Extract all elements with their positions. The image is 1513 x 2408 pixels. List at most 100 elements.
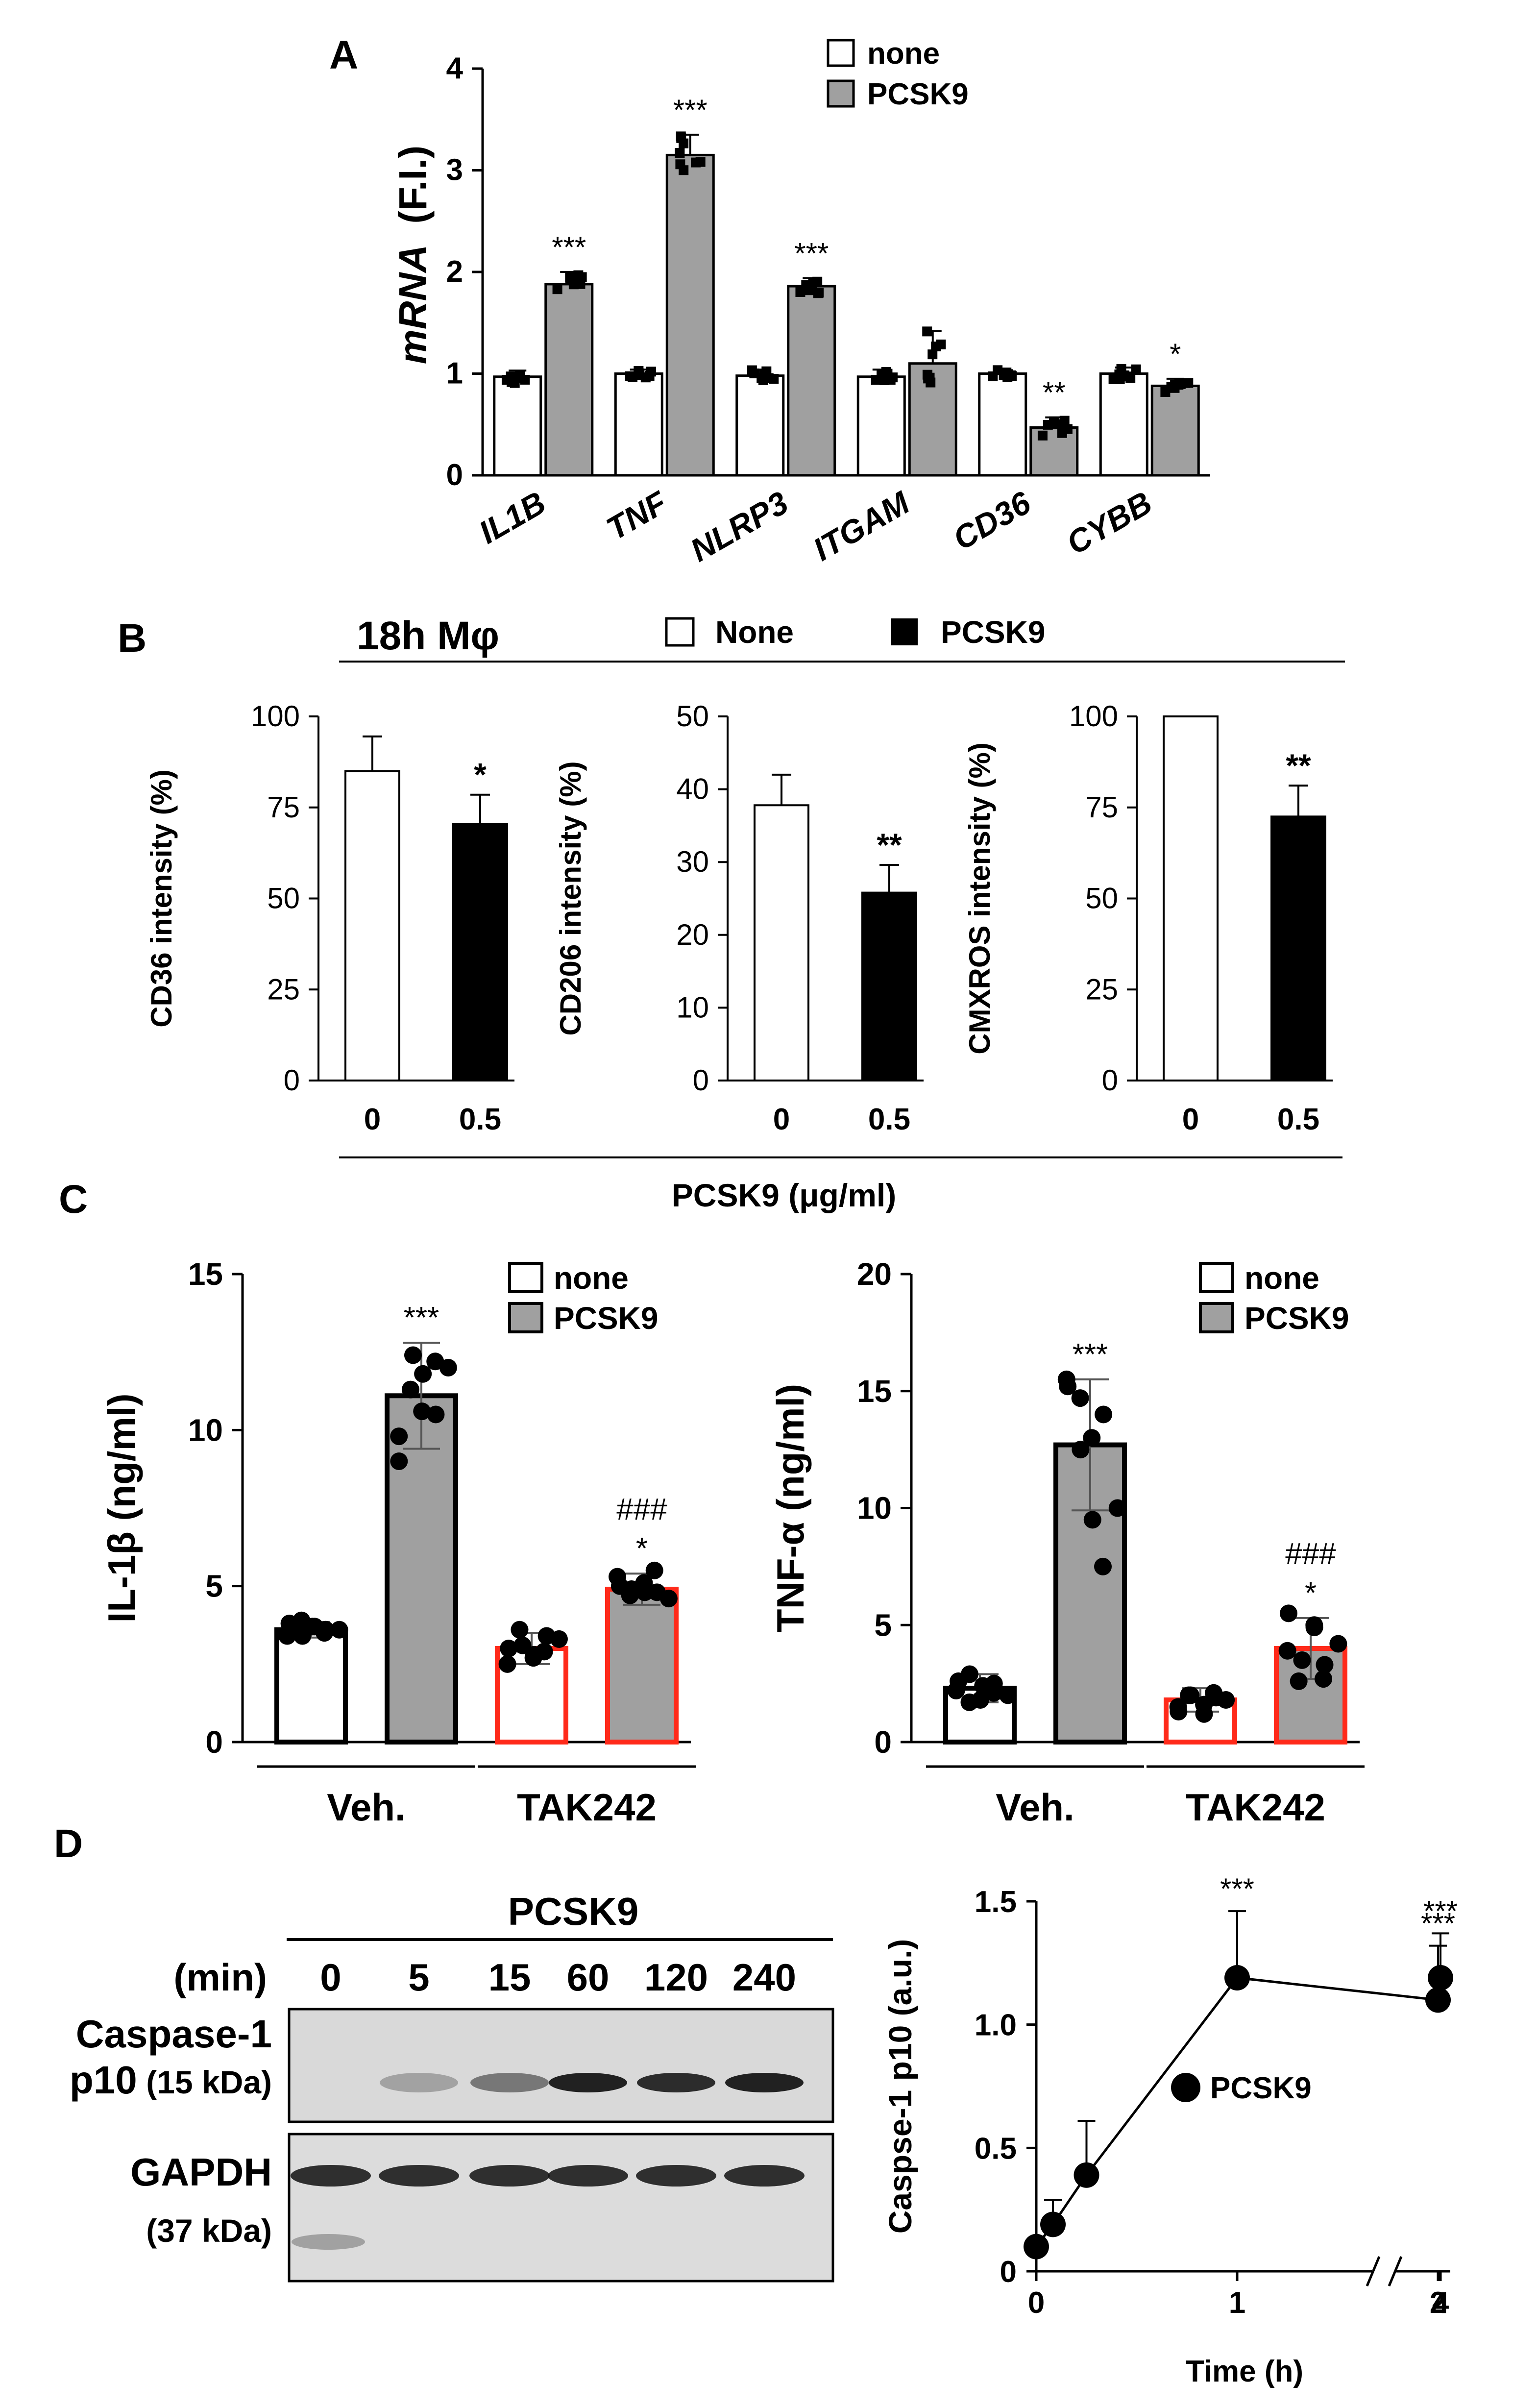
data-point bbox=[280, 1615, 298, 1633]
y-tick-label-c: 0 bbox=[874, 1724, 892, 1760]
lane-label-60: 60 bbox=[567, 1956, 610, 1999]
data-point bbox=[525, 1646, 543, 1664]
significance-star-b: * bbox=[474, 757, 487, 793]
lane-label-5: 5 bbox=[408, 1956, 429, 1999]
x-tick-label-b: 0.5 bbox=[1277, 1103, 1319, 1136]
data-point bbox=[1305, 1616, 1323, 1634]
bar-il1b-pcsk9 bbox=[544, 283, 594, 477]
data-point bbox=[390, 1452, 408, 1470]
axis-break bbox=[1388, 2256, 1403, 2286]
y-tick-label-b: 0 bbox=[1102, 1064, 1118, 1097]
category-label-itgam: ITGAM bbox=[807, 484, 916, 567]
panel-letter-a: A bbox=[329, 33, 358, 77]
western-blot bbox=[288, 2008, 834, 2283]
data-point bbox=[1131, 364, 1141, 374]
data-point bbox=[922, 326, 932, 337]
axis-break bbox=[1366, 2256, 1381, 2286]
panel-d: D PCSK9 (min) 0 5 15 60 120 240 Caspase-1 p10… bbox=[54, 1821, 1458, 2388]
significance-hash-c: ### bbox=[1285, 1537, 1336, 1571]
bar-c-3 bbox=[605, 1587, 679, 1745]
data-point bbox=[1006, 370, 1016, 380]
data-point bbox=[644, 371, 655, 381]
significance-star-c: *** bbox=[404, 1301, 439, 1335]
data-point-pcsk9 bbox=[1040, 2211, 1066, 2237]
legend-label-none: none bbox=[867, 37, 940, 71]
data-point bbox=[985, 1684, 1003, 1702]
x-tick-label-d: 2 bbox=[1430, 2286, 1446, 2320]
data-point bbox=[1180, 378, 1191, 388]
lane-label-0: 0 bbox=[320, 1956, 341, 1999]
x-tick-label-b: 0.5 bbox=[868, 1103, 910, 1136]
legend-label-pcsk9-d: PCSK9 bbox=[1210, 2071, 1312, 2105]
data-point bbox=[390, 1427, 408, 1446]
legend-swatch-none-b bbox=[665, 617, 695, 647]
blot-caspase1-membrane bbox=[288, 2008, 834, 2123]
data-point bbox=[747, 365, 757, 375]
panel-d-timecourse: 0 0.5 1.0 1.5 0 1 24 Caspse-1 p10 (a.u.) Time (h… bbox=[882, 1872, 1458, 2388]
data-point bbox=[1108, 1499, 1126, 1517]
category-label-cybb: CYBB bbox=[1060, 484, 1158, 562]
data-point-pcsk9 bbox=[1024, 2234, 1049, 2260]
y-tick-label-b: 50 bbox=[267, 882, 300, 915]
data-point bbox=[877, 369, 887, 380]
data-point bbox=[575, 279, 586, 289]
panel-a-ylabel: mRNA (F.I.) bbox=[391, 146, 435, 365]
panel-b: B 18h Mφ None PCSK9 PCSK9 (μg/ml) 0 25 50 7… bbox=[118, 614, 1345, 1213]
y-tick-label-b: 10 bbox=[676, 991, 709, 1024]
data-point bbox=[675, 147, 685, 158]
data-point bbox=[1083, 1511, 1101, 1529]
panel-b-plot-2: 0 10 20 30 40 50 CD206 intensity (%) 0 ** 0.5 bbox=[554, 700, 924, 1136]
data-point bbox=[1207, 1689, 1225, 1707]
band-gapdh bbox=[636, 2165, 716, 2187]
y-tick-label-c: 15 bbox=[188, 1256, 223, 1292]
data-point bbox=[1094, 1557, 1112, 1575]
bar-tnf-none bbox=[614, 372, 663, 477]
data-point bbox=[1278, 1642, 1296, 1660]
y-tick-label-b: 0 bbox=[284, 1064, 300, 1097]
band-gapdh bbox=[724, 2165, 805, 2187]
x-tick-label-b: 0.5 bbox=[459, 1103, 501, 1136]
legend-label-pcsk9-c2: PCSK9 bbox=[1245, 1301, 1349, 1336]
lane-label-15: 15 bbox=[488, 1956, 531, 1999]
band-caspase1-p10 bbox=[725, 2073, 804, 2092]
band-gapdh bbox=[548, 2165, 628, 2187]
y-axis-label-b: CMXROS intensity (%) bbox=[963, 742, 996, 1055]
x-axis-label-d: Time (h) bbox=[1186, 2355, 1303, 2388]
data-point bbox=[1095, 1405, 1113, 1424]
data-point-pcsk9 bbox=[1425, 1987, 1451, 2013]
legend-label-pcsk9: PCSK9 bbox=[867, 77, 969, 111]
panel-b-xlabel: PCSK9 (μg/ml) bbox=[672, 1177, 896, 1213]
blot-row2-label: GAPDH bbox=[130, 2150, 272, 2194]
y-axis-label-c: IL-1β (ng/ml) bbox=[100, 1394, 143, 1623]
bar-none bbox=[344, 770, 400, 1081]
legend-label-pcsk9-b: PCSK9 bbox=[941, 614, 1045, 650]
blot-row1-kda: (15 kDa) bbox=[146, 2064, 272, 2100]
panel-letter-b: B bbox=[118, 616, 146, 661]
data-point bbox=[1108, 374, 1119, 384]
significance-star-b: ** bbox=[877, 827, 902, 863]
blot-row2-kda: (37 kDa) bbox=[146, 2212, 272, 2249]
bar-pcsk9 bbox=[861, 891, 917, 1082]
x-tick-label-d: 4 bbox=[1432, 2286, 1449, 2320]
panel-c-legend-left: none PCSK9 bbox=[508, 1260, 658, 1336]
data-point bbox=[1293, 1651, 1311, 1669]
bar-cybb-pcsk9 bbox=[1150, 384, 1200, 477]
y-tick-label-b: 100 bbox=[1069, 700, 1118, 733]
y-tick-label-b: 30 bbox=[676, 845, 709, 878]
category-label-nlrp3: NLRP3 bbox=[684, 484, 794, 568]
panel-b-plots: 0 25 50 75 100 CD36 intensity (%) 0 * 0.5 0 10 20 30… bbox=[145, 700, 1333, 1136]
data-point bbox=[1290, 1672, 1308, 1690]
data-point bbox=[936, 339, 946, 349]
data-point bbox=[814, 288, 824, 298]
panel-a-ylabel-italic: mRNA bbox=[391, 245, 435, 364]
data-point bbox=[1329, 1635, 1347, 1653]
data-point bbox=[1180, 1686, 1198, 1704]
data-point bbox=[925, 372, 935, 383]
data-point bbox=[761, 366, 772, 376]
data-point bbox=[758, 375, 768, 385]
data-point bbox=[950, 1672, 968, 1690]
legend-swatch-pcsk9-c2 bbox=[1199, 1302, 1234, 1333]
